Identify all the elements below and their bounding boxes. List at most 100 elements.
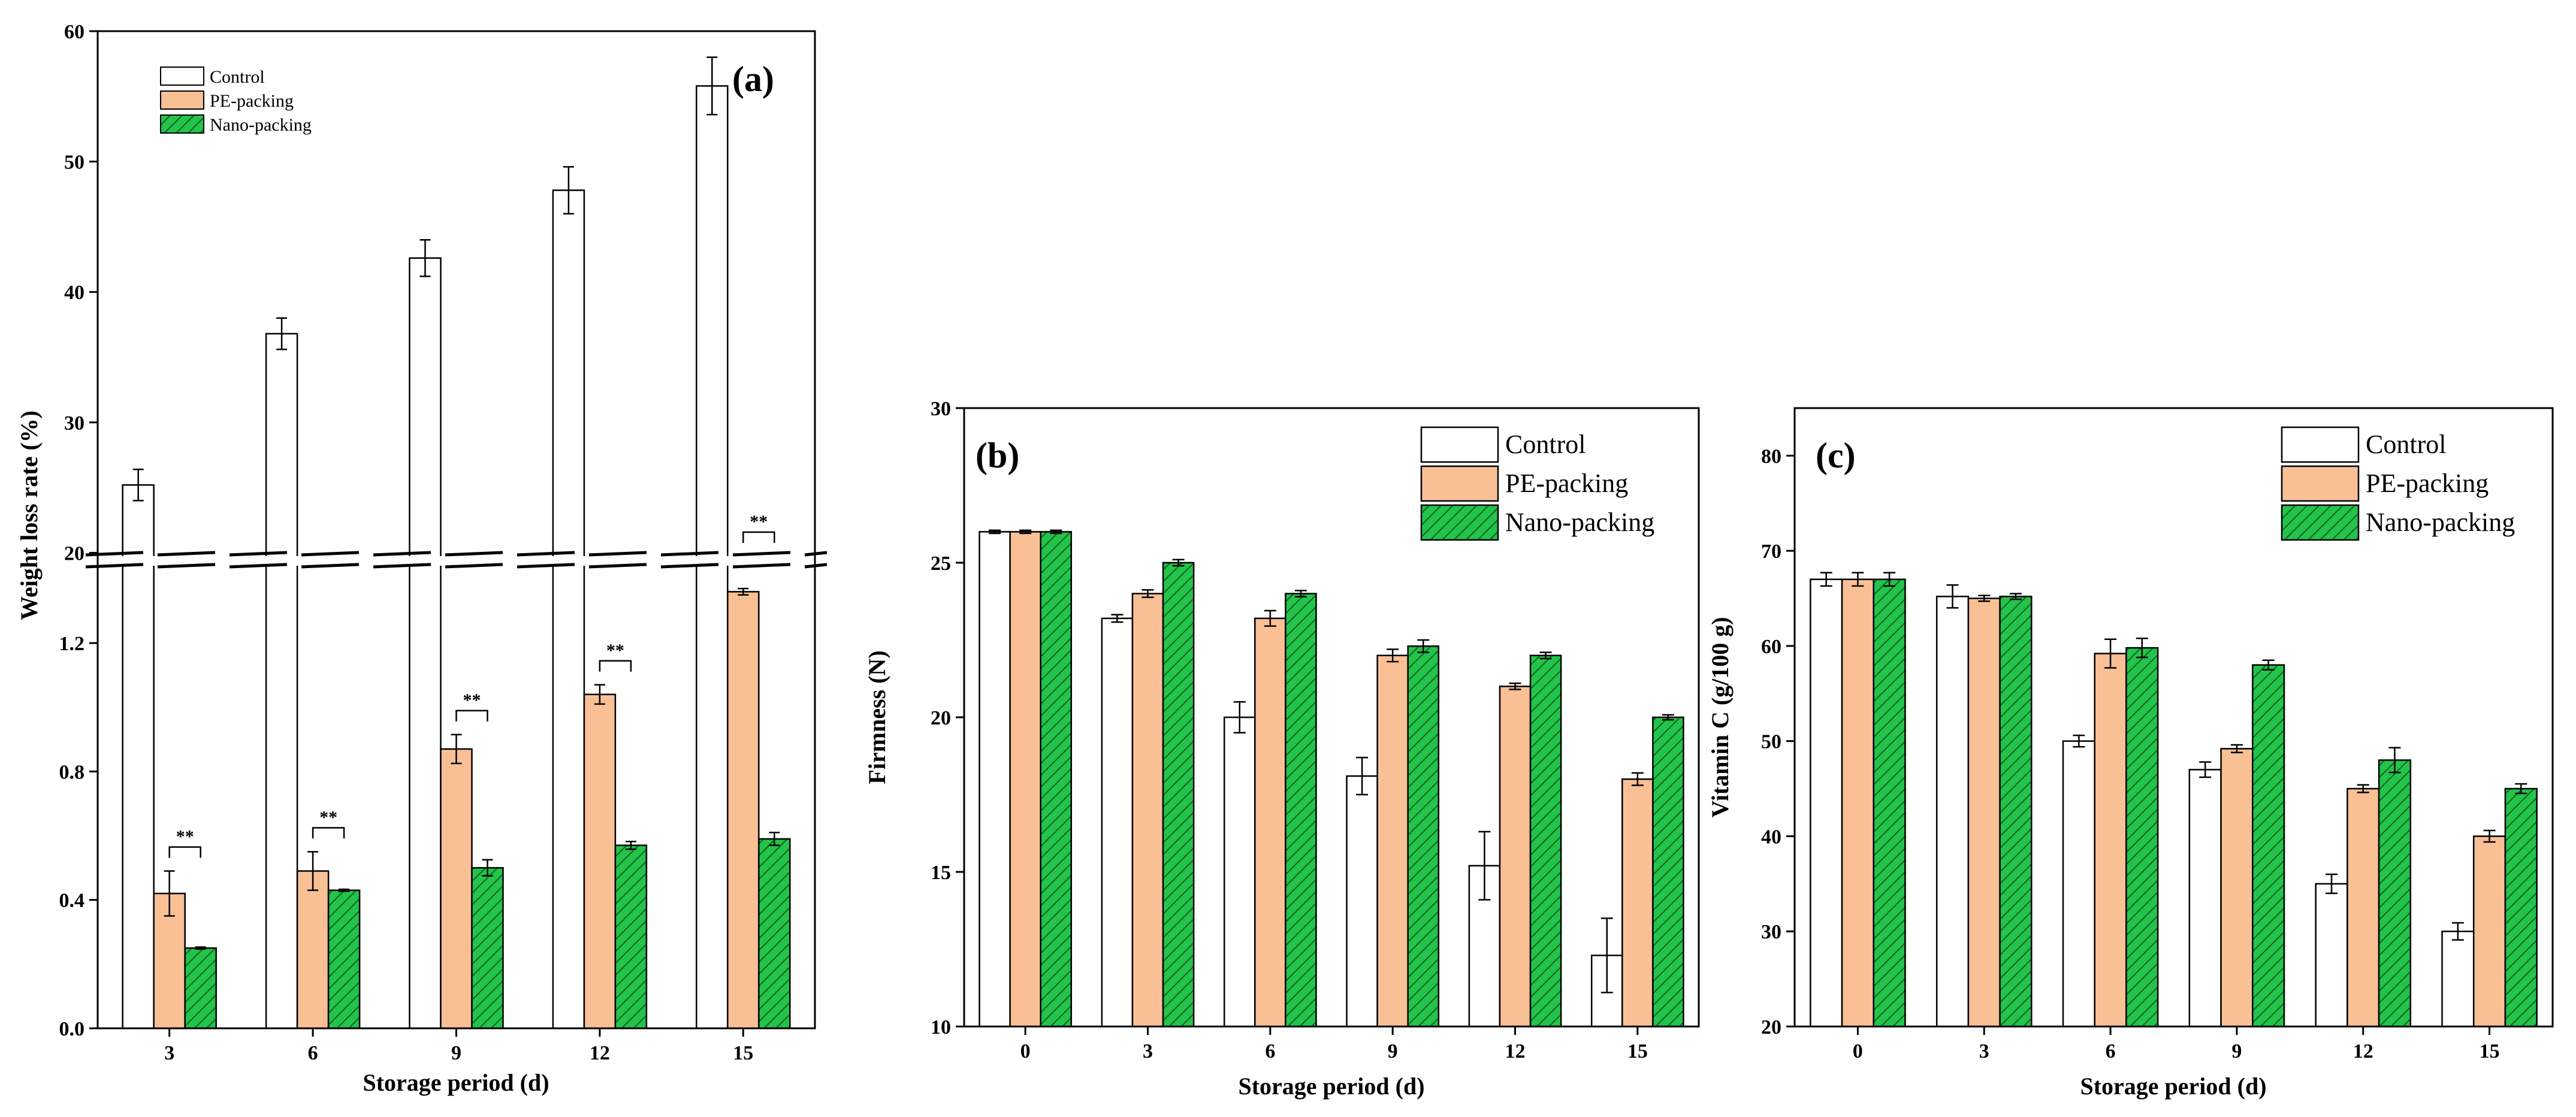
- axis-break-dash: [229, 563, 288, 569]
- ytick-label-30: 30: [1761, 921, 1781, 943]
- ytick-label-20: 20: [64, 542, 84, 564]
- ytick-label-40: 40: [64, 282, 84, 304]
- bar-nano-6: [327, 889, 361, 1030]
- panel-b-errorbars: [989, 529, 1674, 994]
- significance-label-12: **: [606, 641, 624, 660]
- xtick-label-9: 9: [2231, 1040, 2242, 1062]
- bar-pe-3: [1967, 597, 2001, 1028]
- errorbar-control-0: [989, 529, 1001, 535]
- xtick-label-15: 15: [733, 1042, 753, 1064]
- panel-c-xlabel: Storage period (d): [2080, 1073, 2266, 1100]
- xtick-label-6: 6: [308, 1042, 318, 1064]
- bar-nano-6: [2125, 647, 2159, 1028]
- panel-c-bars: [1810, 578, 2538, 1028]
- panel-a-yticks: 0.0 0.4 0.8 1.2 20 30 40 50 60: [59, 21, 98, 1040]
- bar-control-3: [1935, 596, 1970, 1028]
- errorbar-nano-9: [1417, 639, 1430, 653]
- bar-nano-12: [2378, 759, 2412, 1028]
- ytick-label-60: 60: [1761, 636, 1781, 658]
- errorbar-pe-15: [1631, 772, 1644, 786]
- errorbar-nano-6: [339, 888, 350, 892]
- errorbar-pe-0: [1852, 572, 1864, 587]
- bar-control-6: [265, 333, 298, 1030]
- panel-a-significance: ** ** ** ** **: [168, 512, 775, 858]
- axis-break-dash: [85, 563, 144, 569]
- significance-label-15: **: [750, 512, 768, 532]
- panel-c-label: (c): [1816, 436, 1856, 475]
- legend-nano-swatch: [2281, 504, 2360, 541]
- axis-break-dash: [157, 563, 216, 569]
- panel-a-label: (a): [732, 59, 774, 99]
- errorbar-control-0: [1820, 572, 1832, 587]
- xtick-label-12: 12: [1505, 1040, 1526, 1062]
- panel-a-bars: [122, 85, 791, 1030]
- errorbar-control-6: [276, 317, 288, 351]
- significance-label-6: **: [319, 807, 337, 827]
- bar-control-3: [122, 484, 155, 1030]
- errorbar-control-15: [2451, 922, 2464, 941]
- ytick-label-10: 10: [931, 1016, 951, 1038]
- ytick-label-60: 60: [64, 21, 84, 43]
- panel-c-errorbars: [1820, 572, 2527, 941]
- errorbar-control-15: [706, 56, 718, 116]
- panel-c-plot-frame: [1793, 407, 2554, 1028]
- panel-c-legend: Control PE-packing Nano-packing: [2281, 426, 2515, 541]
- axis-break-dash: [588, 563, 647, 569]
- xtick-label-6: 6: [2106, 1040, 2116, 1062]
- axis-break-dash: [517, 551, 575, 557]
- bar-control-3: [1101, 617, 1134, 1028]
- bar-control-12: [552, 189, 585, 1030]
- axis-break-dash: [157, 551, 216, 557]
- ytick-label-0.8: 0.8: [59, 761, 85, 783]
- errorbar-pe-9: [2230, 744, 2243, 753]
- panel-a-legend: Control PE-packing Nano-packing: [160, 67, 312, 135]
- errorbar-nano-9: [482, 859, 493, 877]
- panel-b-legend: Control PE-packing Nano-packing: [1420, 426, 1654, 541]
- bar-nano-9: [471, 867, 504, 1030]
- panel-b-ylabel: Firmness (N): [863, 650, 890, 784]
- bar-pe-15: [727, 591, 760, 1030]
- ytick-label-25: 25: [931, 553, 951, 575]
- ytick-label-30: 30: [64, 412, 84, 434]
- bar-control-9: [2188, 769, 2222, 1028]
- xtick-label-12: 12: [2353, 1040, 2373, 1062]
- legend-control-swatch: [160, 67, 204, 86]
- legend-control-label: Control: [2366, 430, 2446, 459]
- ytick-label-1.2: 1.2: [59, 633, 85, 655]
- bar-nano-12: [1529, 654, 1562, 1028]
- panel-b-xlabel: Storage period (d): [1238, 1073, 1424, 1100]
- errorbar-control-9: [419, 239, 431, 277]
- xtick-label-9: 9: [451, 1042, 461, 1064]
- bar-nano-3: [1162, 561, 1195, 1028]
- significance-label-3: **: [176, 827, 194, 847]
- axis-break-dash: [445, 563, 503, 569]
- panel-a-axis-break-marks: [85, 551, 828, 569]
- legend-pe-label: PE-packing: [1505, 469, 1628, 498]
- bar-pe-12: [1499, 686, 1532, 1028]
- errorbar-pe-15: [738, 587, 749, 596]
- errorbar-pe-6: [1264, 609, 1276, 627]
- significance-bracket-9: [455, 710, 488, 721]
- panel-a-errorbars: [132, 56, 780, 950]
- axis-break-dash: [732, 563, 791, 569]
- errorbar-nano-6: [2136, 637, 2148, 659]
- legend-pe-swatch: [160, 90, 204, 110]
- bar-nano-9: [2252, 664, 2285, 1028]
- bar-pe-9: [1376, 654, 1409, 1028]
- xtick-label-3: 3: [1143, 1040, 1153, 1062]
- significance-bracket-15: [742, 531, 775, 543]
- ytick-label-0.4: 0.4: [59, 890, 85, 912]
- panel-c-yticks: 20 30 40 50 60 70 80: [1761, 445, 1795, 1038]
- panel-b-xticks: 0 3 6 9 12 15: [1020, 1027, 1648, 1062]
- ytick-label-50: 50: [1761, 731, 1781, 753]
- errorbar-nano-15: [2515, 783, 2527, 795]
- ytick-label-15: 15: [931, 862, 951, 884]
- legend-nano-label: Nano-packing: [210, 115, 312, 135]
- legend-nano-swatch: [160, 114, 204, 134]
- errorbar-nano-0: [1883, 572, 1896, 587]
- errorbar-nano-3: [195, 946, 206, 950]
- bar-control-9: [409, 257, 442, 1030]
- bar-nano-3: [1999, 596, 2033, 1028]
- errorbar-pe-3: [1978, 594, 1991, 602]
- bar-control-0: [979, 531, 1011, 1028]
